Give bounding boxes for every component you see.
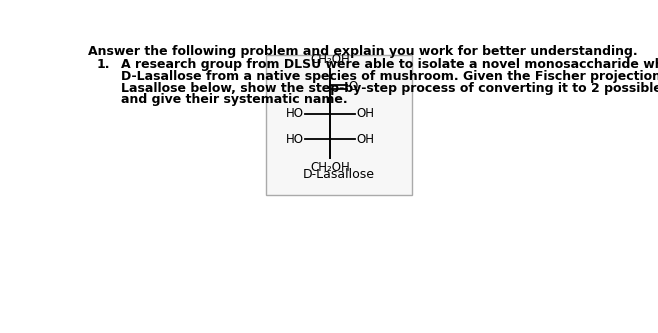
Text: D-Lasallose from a native species of mushroom. Given the Fischer projection stru: D-Lasallose from a native species of mus… (121, 70, 658, 83)
Text: 1.: 1. (96, 58, 110, 72)
Text: D-Lasallose: D-Lasallose (303, 168, 375, 181)
Text: A research group from DLSU were able to isolate a novel monosaccharide which the: A research group from DLSU were able to … (121, 58, 658, 72)
Text: HO: HO (286, 107, 304, 121)
Text: Answer the following problem and explain you work for better understanding.: Answer the following problem and explain… (88, 45, 638, 58)
Text: CH₂OH: CH₂OH (311, 161, 350, 174)
Bar (266, 55, 412, 195)
Text: and give their systematic name.: and give their systematic name. (121, 93, 347, 106)
Text: CH₂OH: CH₂OH (311, 53, 350, 66)
Text: Lasallose below, show the step-by-step process of converting it to 2 possible Ha: Lasallose below, show the step-by-step p… (121, 82, 658, 95)
Text: HO: HO (286, 133, 304, 146)
Text: OH: OH (357, 107, 374, 121)
Text: O: O (349, 81, 358, 94)
Text: OH: OH (357, 133, 374, 146)
